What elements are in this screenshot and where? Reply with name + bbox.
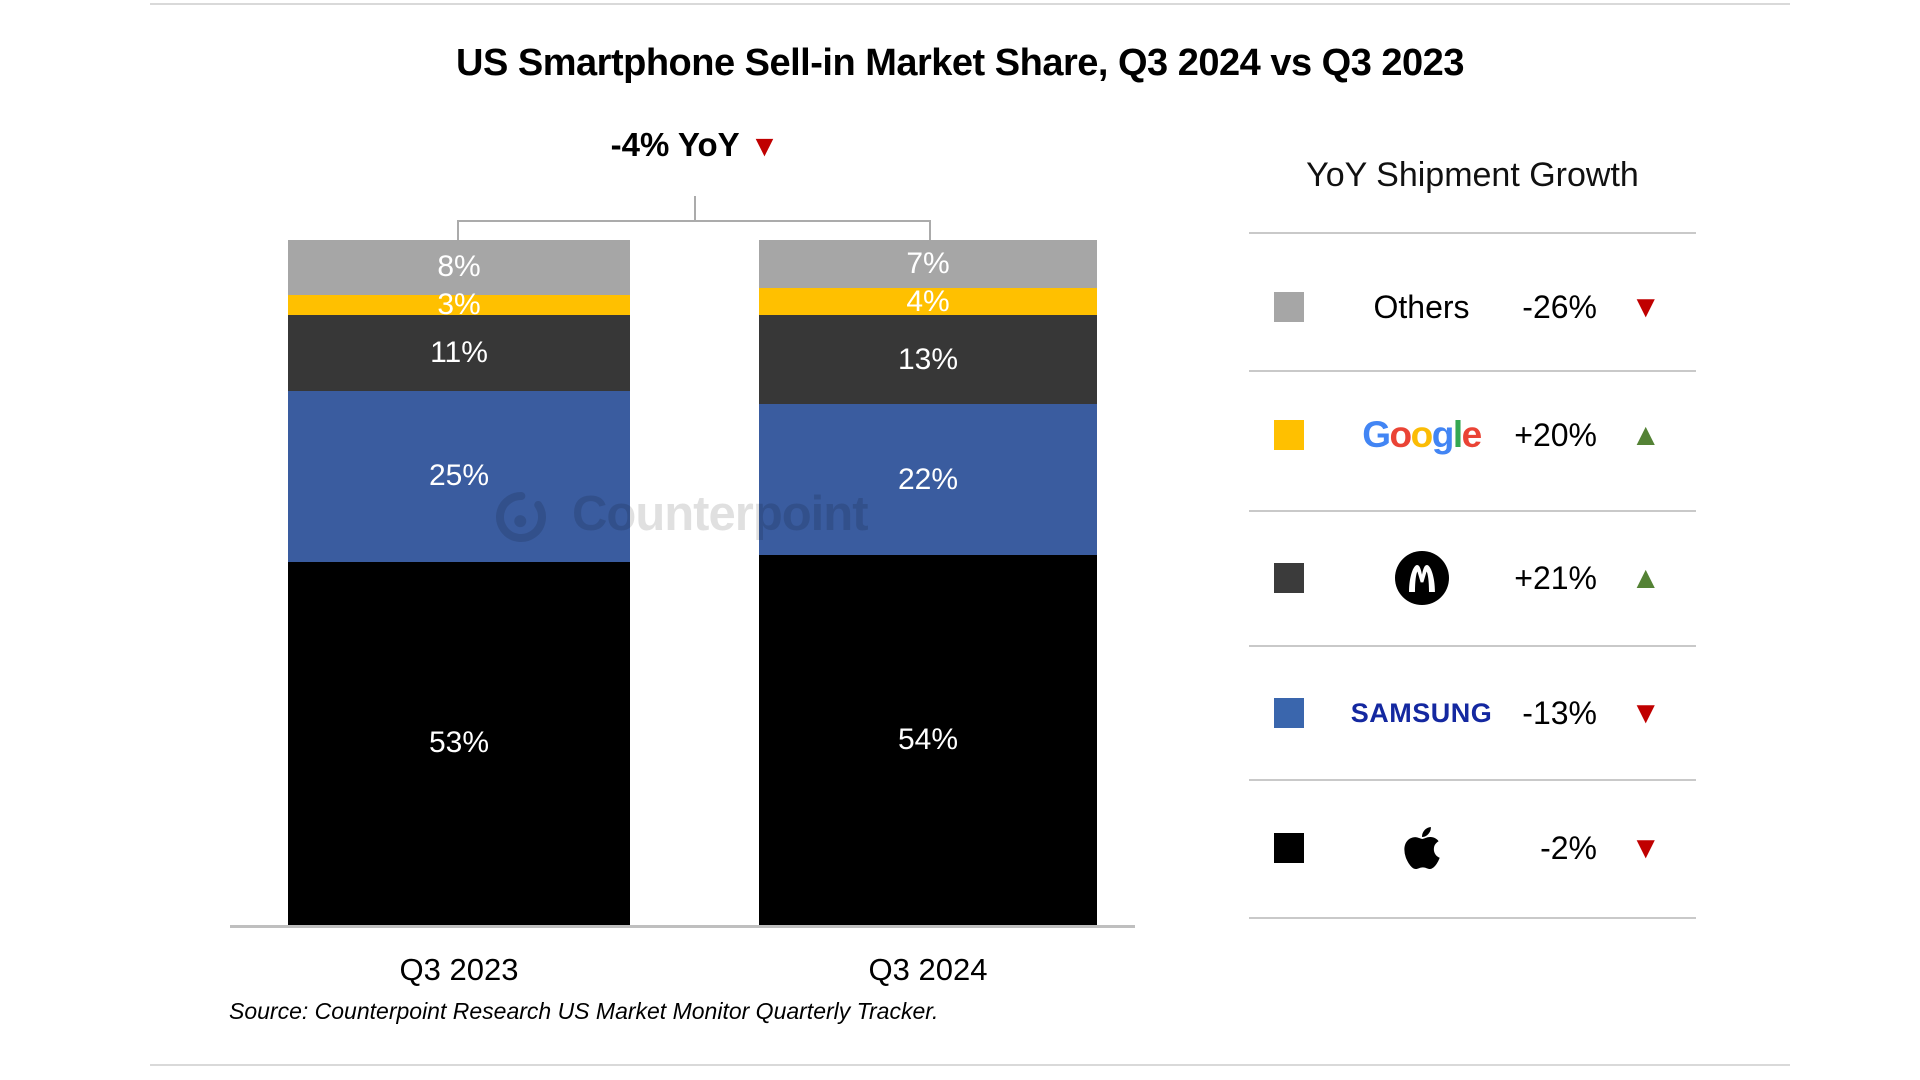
bar-segment-value-label: 3%: [437, 288, 481, 322]
bar-segment-samsung: 22%: [759, 404, 1097, 556]
google-logo-letter: G: [1362, 414, 1391, 455]
legend-separator: [1249, 232, 1696, 234]
bar-segment-google: 3%: [288, 290, 630, 320]
bar-segment-value-label: 53%: [428, 726, 490, 760]
motorola-color-swatch: [1274, 563, 1304, 593]
bar-segment-google: 4%: [759, 284, 1097, 318]
google-logo-letter: e: [1461, 414, 1483, 455]
legend-row-motorola: +21% ▲: [1274, 523, 1704, 633]
bar-segment-motorola: 11%: [288, 315, 630, 391]
top-border-line: [150, 3, 1790, 5]
google-logo-letter: g: [1431, 414, 1455, 455]
bar-segment-apple: 53%: [288, 561, 630, 925]
samsung-logo: SAMSUNG: [1350, 697, 1493, 728]
x-axis-line: [230, 925, 1135, 928]
down-triangle-icon: ▼: [1630, 289, 1661, 324]
google-logo-letter: o: [1389, 414, 1413, 455]
apple-color-swatch: [1274, 833, 1304, 863]
bar-segment-apple: 54%: [759, 555, 1097, 925]
yoy-annotation-label: -4% YoY: [610, 126, 740, 163]
google-logo-letter: o: [1410, 414, 1434, 455]
google-logo-letter: l: [1452, 414, 1463, 455]
down-triangle-icon: ▼: [1630, 695, 1661, 730]
others-color-swatch: [1274, 292, 1304, 322]
motorola-yoy-change: +21%: [1514, 559, 1597, 596]
google-color-swatch: [1274, 420, 1304, 450]
legend-separator: [1249, 779, 1696, 781]
samsung-color-swatch: [1274, 698, 1304, 728]
chart-title: US Smartphone Sell-in Market Share, Q3 2…: [456, 42, 1464, 84]
stacked-bar-q3-2024: 7% 4% 13% 22% 54%: [759, 240, 1097, 925]
down-triangle-icon: ▼: [749, 130, 780, 163]
apple-yoy-change: -2%: [1540, 829, 1597, 866]
down-triangle-icon: ▼: [1630, 830, 1661, 865]
legend-row-others: Others -26% ▼: [1274, 252, 1704, 362]
bar-segment-value-label: 11%: [430, 336, 488, 370]
bracket-left-tick: [457, 220, 459, 240]
legend-title: YoY Shipment Growth: [1306, 156, 1639, 194]
bar-segment-value-label: 4%: [906, 284, 950, 318]
bar-segment-value-label: 13%: [897, 342, 959, 376]
others-label: Others: [1373, 288, 1470, 325]
up-triangle-icon: ▲: [1630, 417, 1661, 452]
others-yoy-change: -26%: [1522, 288, 1597, 325]
yoy-annotation: -4% YoY ▼: [495, 126, 895, 164]
apple-logo-icon: [1334, 824, 1509, 872]
samsung-yoy-change: -13%: [1522, 694, 1597, 731]
legend-separator: [1249, 645, 1696, 647]
bar-segment-value-label: 25%: [428, 459, 490, 493]
motorola-logo-icon: [1334, 551, 1509, 605]
bar-segment-value-label: 54%: [897, 723, 959, 756]
x-tick-label-q3-2024: Q3 2024: [868, 952, 988, 987]
legend-row-samsung: SAMSUNG -13% ▼: [1274, 658, 1704, 768]
bottom-border-line: [150, 1064, 1790, 1066]
bar-segment-value-label: 7%: [906, 246, 950, 280]
google-yoy-change: +20%: [1514, 416, 1597, 453]
legend-row-google: Google +20% ▲: [1274, 380, 1704, 490]
bar-segment-value-label: 8%: [437, 250, 481, 284]
bracket-right-tick: [929, 220, 931, 240]
up-triangle-icon: ▲: [1630, 560, 1661, 595]
bar-segment-value-label: 22%: [897, 462, 959, 496]
legend-separator: [1249, 370, 1696, 372]
bar-segment-others: 8%: [288, 240, 630, 295]
bar-segment-motorola: 13%: [759, 315, 1097, 405]
legend-row-apple: -2% ▼: [1274, 793, 1704, 903]
stacked-bar-q3-2023: 8% 3% 11% 25% 53%: [288, 240, 630, 925]
source-note: Source: Counterpoint Research US Market …: [229, 998, 939, 1024]
bracket-horizontal: [457, 220, 931, 222]
bar-segment-others: 7%: [759, 240, 1097, 288]
x-tick-label-q3-2023: Q3 2023: [399, 952, 519, 987]
bracket-stem: [694, 196, 696, 220]
legend-separator: [1249, 510, 1696, 512]
legend-separator: [1249, 917, 1696, 919]
bar-segment-samsung: 25%: [288, 390, 630, 562]
google-logo: Google: [1362, 414, 1483, 456]
